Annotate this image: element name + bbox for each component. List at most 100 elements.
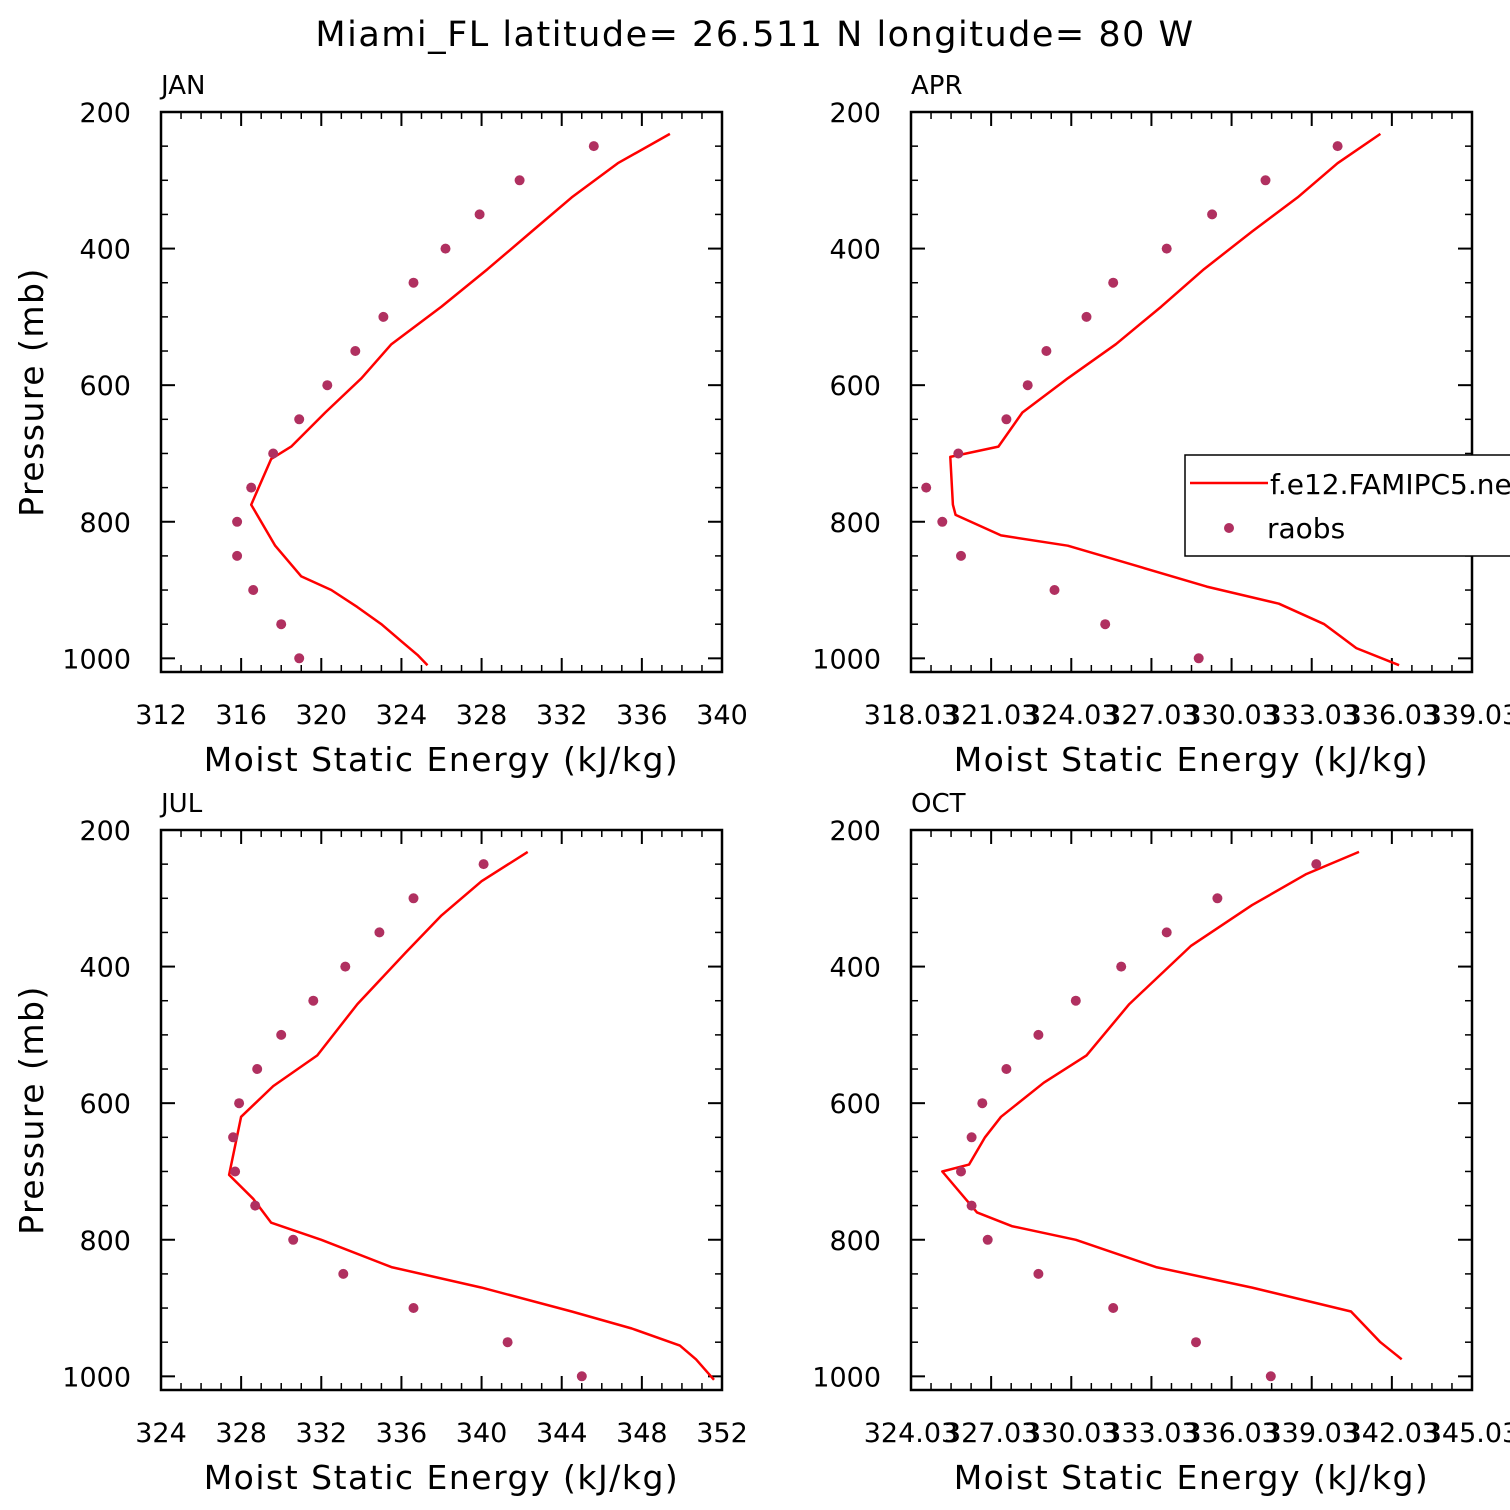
- y-tick-label: 600: [829, 371, 881, 402]
- legend-box: [1184, 454, 1510, 557]
- raobs-point: [1108, 1303, 1119, 1313]
- y-tick-label: 400: [829, 953, 881, 984]
- raobs-point: [1161, 243, 1172, 254]
- x-axis-label: Moist Static Energy (kJ/kg): [954, 1458, 1430, 1497]
- raobs-point: [956, 1166, 966, 1177]
- y-tick-label: 800: [829, 508, 881, 539]
- x-tick-label: 324: [135, 1418, 187, 1449]
- model-series-line: [941, 850, 1403, 1361]
- y-tick-label: 400: [79, 235, 131, 266]
- raobs-point: [1033, 1029, 1044, 1040]
- x-tick-label: 324.03: [864, 1418, 958, 1449]
- plot-frame: [909, 110, 1474, 674]
- raobs-point: [276, 619, 287, 630]
- y-tick-label: 200: [829, 98, 881, 129]
- x-axis-label: Moist Static Energy (kJ/kg): [954, 740, 1430, 779]
- raobs-point: [977, 1098, 988, 1109]
- panel-label: JAN: [159, 71, 205, 101]
- raobs-point: [1191, 1337, 1201, 1348]
- y-tick-label: 400: [79, 953, 131, 984]
- x-tick-label: 340: [456, 1418, 508, 1449]
- legend-obs-label: raobs: [1267, 512, 1345, 545]
- y-tick-label: 600: [829, 1089, 881, 1120]
- raobs-point: [1001, 1064, 1012, 1074]
- x-tick-label: 327.03: [944, 1418, 1038, 1449]
- raobs-point: [1332, 141, 1343, 152]
- y-tick-label: 1000: [812, 1362, 881, 1393]
- y-tick-label: 800: [79, 508, 131, 539]
- raobs-point: [294, 414, 305, 425]
- raobs-point: [322, 380, 333, 391]
- raobs-point: [478, 859, 489, 870]
- raobs-point: [340, 961, 351, 972]
- x-tick-label: 333.03: [1264, 700, 1358, 731]
- raobs-point: [234, 1098, 245, 1109]
- raobs-point: [308, 995, 319, 1006]
- raobs-point: [1311, 859, 1322, 870]
- raobs-point: [514, 175, 525, 186]
- raobs-point: [921, 482, 932, 493]
- raobs-point: [408, 1303, 419, 1313]
- y-tick-label: 600: [79, 371, 131, 402]
- raobs-point: [246, 482, 257, 493]
- raobs-point: [268, 448, 279, 459]
- x-tick-label: 340: [696, 700, 748, 731]
- raobs-point: [474, 209, 485, 220]
- panel-jul: JUL 324 328 332 336 340 344 348 352 200 400 600 800 1…: [12, 789, 748, 1497]
- raobs-point: [1049, 585, 1060, 595]
- raobs-point: [1100, 619, 1111, 630]
- legend-obs-swatch: [1224, 523, 1234, 533]
- y-tick-label: 200: [79, 98, 131, 129]
- panel-label: OCT: [911, 789, 966, 819]
- raobs-point: [966, 1132, 977, 1143]
- legend: f.e12.FAMIPC5.ne30 raobs: [1184, 454, 1510, 557]
- x-tick-label: 321.03: [944, 700, 1038, 731]
- x-tick-label: 312: [135, 700, 187, 731]
- raobs-point: [1001, 414, 1012, 425]
- raobs-point: [408, 893, 419, 904]
- raobs-point: [1070, 995, 1081, 1006]
- x-tick-label: 348: [616, 1418, 668, 1449]
- raobs-point: [937, 516, 948, 527]
- raobs-point: [374, 927, 385, 938]
- model-series-line: [249, 132, 671, 667]
- raobs-point: [408, 277, 419, 288]
- raobs-point: [1022, 380, 1033, 391]
- panel-apr: APR318.03321.03324.03327.03330.03333.033…: [812, 71, 1510, 779]
- x-tick-label: 344: [536, 1418, 588, 1449]
- x-tick-label: 324: [376, 700, 428, 731]
- x-tick-label: 339.03: [1264, 1418, 1358, 1449]
- panel-oct: OCT324.03327.03330.03333.03336.03339.033…: [812, 789, 1510, 1497]
- x-tick-label: 345.03: [1425, 1418, 1510, 1449]
- raobs-point: [338, 1268, 349, 1279]
- y-axis-label: Pressure (mb): [12, 985, 51, 1235]
- x-axis-label: Moist Static Energy (kJ/kg): [204, 1458, 680, 1497]
- raobs-point: [1260, 175, 1271, 186]
- raobs-point: [1108, 277, 1119, 288]
- raobs-point: [294, 653, 305, 664]
- y-tick-label: 200: [829, 816, 881, 847]
- x-tick-label: 336.03: [1345, 700, 1439, 731]
- x-tick-label: 316: [215, 700, 267, 731]
- x-tick-label: 324.03: [1024, 700, 1118, 731]
- raobs-point: [953, 448, 964, 459]
- legend-model-label: f.e12.FAMIPC5.ne30: [1270, 468, 1510, 501]
- y-tick-label: 800: [829, 1226, 881, 1257]
- raobs-point: [982, 1234, 993, 1245]
- x-axis-label: Moist Static Energy (kJ/kg): [204, 740, 680, 779]
- panel-jan: JAN 312 316 320 324 328 332 336 340 200 400 600 800 1…: [12, 71, 748, 779]
- raobs-point: [1116, 961, 1127, 972]
- raobs-point: [288, 1234, 299, 1245]
- raobs-point: [250, 1200, 261, 1211]
- y-tick-label: 400: [829, 235, 881, 266]
- x-tick-label: 336: [616, 700, 668, 731]
- raobs-point: [588, 141, 599, 152]
- raobs-point: [1193, 653, 1204, 664]
- raobs-point: [1161, 927, 1172, 938]
- raobs-point: [576, 1371, 587, 1382]
- x-tick-label: 328: [456, 700, 508, 731]
- y-tick-label: 800: [79, 1226, 131, 1257]
- raobs-point: [1033, 1268, 1044, 1279]
- x-tick-label: 333.03: [1104, 1418, 1198, 1449]
